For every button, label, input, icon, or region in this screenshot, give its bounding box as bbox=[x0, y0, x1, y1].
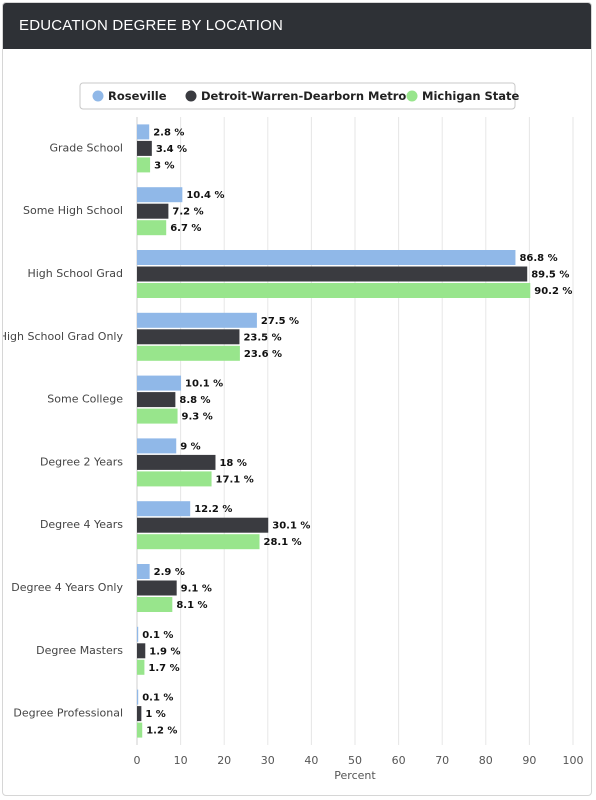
bar-roseville bbox=[137, 312, 257, 328]
data-label: 27.5 % bbox=[261, 316, 299, 327]
x-tick-label: 10 bbox=[174, 754, 188, 767]
legend-marker-1 bbox=[92, 90, 104, 102]
data-label: 1.9 % bbox=[149, 646, 180, 657]
category-label: Degree Masters bbox=[36, 644, 123, 657]
category-label: Grade School bbox=[49, 141, 123, 154]
x-tick-label: 0 bbox=[134, 754, 141, 767]
bar-michigan-state bbox=[137, 408, 178, 424]
bar-michigan-state bbox=[137, 597, 173, 612]
x-tick-label: 20 bbox=[217, 754, 231, 767]
bar-michigan-state bbox=[137, 471, 212, 487]
bar-roseville bbox=[137, 438, 177, 454]
category-label: High School Grad Only bbox=[3, 330, 123, 343]
bar-detroit-warren-dearborn-metro bbox=[137, 643, 146, 659]
bar-roseville bbox=[137, 501, 191, 517]
data-label: 18 % bbox=[219, 458, 246, 469]
data-label: 1 % bbox=[145, 709, 165, 720]
x-tick-label: 50 bbox=[348, 754, 362, 767]
card-header-title: EDUCATION DEGREE BY LOCATION bbox=[3, 3, 591, 49]
legend-label-3: Michigan State bbox=[422, 89, 520, 103]
bar-roseville bbox=[137, 689, 139, 705]
bar-chart: Roseville Detroit-Warren-Dearborn Metro Mi… bbox=[3, 82, 584, 782]
bar-detroit-warren-dearborn-metro bbox=[137, 203, 169, 219]
bar-roseville bbox=[137, 626, 139, 642]
data-label: 0.1 % bbox=[142, 630, 173, 641]
bar-detroit-warren-dearborn-metro bbox=[137, 329, 240, 345]
data-label: 12.2 % bbox=[194, 504, 232, 515]
data-label: 10.1 % bbox=[185, 379, 223, 390]
data-label: 1.2 % bbox=[146, 726, 177, 737]
data-label: 9 % bbox=[180, 441, 200, 452]
legend-box bbox=[79, 82, 516, 110]
data-label: 30.1 % bbox=[272, 521, 310, 532]
data-label: 3 % bbox=[154, 160, 174, 171]
x-tick-label: 80 bbox=[479, 754, 493, 767]
bar-detroit-warren-dearborn-metro bbox=[137, 706, 142, 722]
bar-roseville bbox=[137, 124, 150, 140]
data-label: 2.9 % bbox=[154, 567, 185, 578]
data-label: 23.5 % bbox=[243, 332, 281, 343]
category-label: Degree 2 Years bbox=[40, 455, 123, 468]
x-tick-label: 100 bbox=[563, 754, 584, 767]
x-axis-title: Percent bbox=[334, 769, 376, 782]
bar-roseville bbox=[137, 564, 150, 579]
x-tick-label: 30 bbox=[261, 754, 275, 767]
bar-michigan-state bbox=[137, 283, 531, 298]
bar-michigan-state bbox=[137, 220, 167, 236]
legend-marker-3 bbox=[406, 90, 418, 102]
legend-marker-2 bbox=[185, 90, 197, 102]
bar-roseville bbox=[137, 250, 516, 265]
x-tick-label: 40 bbox=[304, 754, 318, 767]
data-label: 90.2 % bbox=[534, 286, 572, 297]
bar-detroit-warren-dearborn-metro bbox=[137, 454, 216, 470]
data-label: 17.1 % bbox=[216, 474, 254, 485]
bar-detroit-warren-dearborn-metro bbox=[137, 266, 528, 282]
data-label: 3.4 % bbox=[156, 144, 187, 155]
bar-detroit-warren-dearborn-metro bbox=[137, 580, 177, 596]
data-label: 9.3 % bbox=[182, 412, 213, 423]
x-tick-label: 70 bbox=[435, 754, 449, 767]
data-label: 2.8 % bbox=[153, 127, 184, 138]
data-label: 8.1 % bbox=[176, 600, 207, 611]
data-label: 7.2 % bbox=[172, 207, 203, 218]
legend-label-2: Detroit-Warren-Dearborn Metro bbox=[201, 89, 406, 103]
legend-label-1: Roseville bbox=[108, 89, 167, 103]
bar-detroit-warren-dearborn-metro bbox=[137, 517, 269, 533]
data-label: 28.1 % bbox=[264, 537, 302, 548]
category-label: Degree 4 Years bbox=[40, 518, 123, 531]
data-label: 89.5 % bbox=[531, 270, 569, 281]
bar-michigan-state bbox=[137, 722, 143, 738]
bar-roseville bbox=[137, 375, 182, 391]
category-label: Some High School bbox=[23, 204, 123, 217]
x-tick-label: 60 bbox=[392, 754, 406, 767]
data-label: 23.6 % bbox=[244, 349, 282, 360]
category-label: Degree Professional bbox=[13, 707, 123, 720]
bar-detroit-warren-dearborn-metro bbox=[137, 392, 176, 408]
data-label: 8.8 % bbox=[179, 395, 210, 406]
x-tick-label: 90 bbox=[522, 754, 536, 767]
category-label: Degree 4 Years Only bbox=[11, 581, 123, 594]
data-label: 9.1 % bbox=[181, 584, 212, 595]
bar-michigan-state bbox=[137, 534, 260, 550]
category-label: High School Grad bbox=[27, 267, 123, 280]
bar-michigan-state bbox=[137, 345, 240, 361]
data-label: 0.1 % bbox=[142, 693, 173, 704]
data-label: 10.4 % bbox=[186, 190, 224, 201]
data-label: 6.7 % bbox=[170, 223, 201, 234]
data-label: 1.7 % bbox=[148, 663, 179, 674]
bar-michigan-state bbox=[137, 157, 151, 173]
bar-michigan-state bbox=[137, 659, 145, 675]
category-label: Some College bbox=[47, 393, 123, 406]
bar-roseville bbox=[137, 187, 183, 203]
bar-detroit-warren-dearborn-metro bbox=[137, 140, 152, 156]
data-label: 86.8 % bbox=[519, 253, 557, 264]
